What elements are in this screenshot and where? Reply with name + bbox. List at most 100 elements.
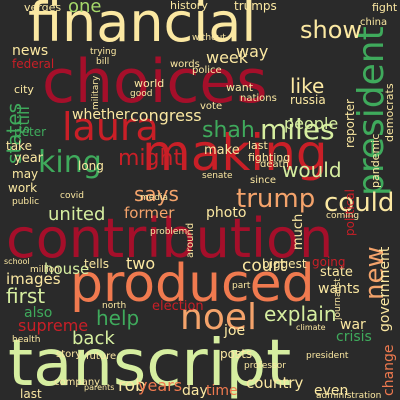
word: administration	[316, 391, 382, 400]
word: says	[134, 182, 179, 206]
word: wants	[318, 281, 360, 297]
word: years	[138, 376, 183, 395]
word: congress	[130, 106, 202, 125]
word: part	[232, 281, 251, 291]
word: good	[130, 89, 153, 99]
word: reporter	[343, 99, 357, 148]
word: images	[6, 270, 61, 288]
word: united	[48, 204, 106, 225]
word: much	[291, 213, 306, 250]
word: tells	[84, 257, 110, 271]
word: president	[306, 351, 349, 361]
word: russia	[290, 93, 326, 107]
word: verges	[24, 1, 62, 14]
word: peter	[14, 125, 47, 139]
word: help	[96, 306, 140, 330]
word: day	[182, 383, 208, 399]
word: china	[360, 17, 388, 28]
word: tanscript	[8, 327, 292, 400]
word: would	[282, 158, 342, 182]
word: miles	[260, 113, 335, 146]
word: since	[250, 175, 276, 186]
word: coming	[326, 211, 360, 221]
word: news	[12, 43, 49, 59]
word: take	[6, 139, 32, 153]
word: people	[284, 114, 339, 133]
word: trumps	[234, 0, 277, 13]
word: state	[320, 265, 353, 280]
word: may	[12, 167, 39, 181]
word: year	[14, 151, 44, 166]
word: city	[14, 83, 34, 96]
word: words	[170, 59, 200, 70]
word: trump	[236, 184, 316, 214]
word: explain	[264, 302, 337, 326]
word: war	[340, 317, 366, 333]
word: back	[72, 328, 115, 349]
word: going	[312, 255, 346, 269]
word: fight	[372, 1, 398, 14]
word: climate	[296, 323, 326, 332]
word: country	[246, 374, 304, 392]
word: making	[142, 124, 328, 182]
word: bill	[96, 57, 110, 67]
word: covid	[60, 191, 84, 201]
word: media	[140, 193, 169, 203]
word: trying	[90, 47, 117, 57]
word: financial	[28, 0, 257, 54]
word: way	[236, 42, 269, 61]
word: future	[86, 351, 117, 362]
word: court	[242, 256, 287, 276]
word: north	[102, 301, 127, 311]
word: supreme	[18, 316, 89, 335]
word: biggest	[262, 257, 307, 271]
word: pandemic	[369, 133, 382, 188]
word: long	[78, 159, 104, 173]
word: story	[56, 349, 82, 360]
word: former	[124, 204, 175, 222]
word: journalist	[333, 278, 343, 320]
word: government	[377, 246, 393, 332]
word: last	[248, 139, 268, 152]
word: parents	[84, 383, 115, 392]
word: last	[20, 387, 42, 400]
word: fighting	[248, 151, 291, 164]
word: photo	[206, 205, 247, 221]
word: vote	[200, 101, 223, 112]
word: nations	[240, 93, 277, 104]
word: time	[206, 383, 238, 399]
word: produced	[70, 254, 315, 314]
word: history	[170, 0, 208, 12]
word: contribution	[6, 207, 334, 270]
word: joe	[224, 323, 246, 339]
word: work	[8, 181, 38, 195]
word: first	[6, 284, 46, 308]
word: without	[192, 33, 226, 43]
word: want	[226, 81, 254, 94]
word: might	[118, 146, 183, 171]
word: democrats	[383, 83, 396, 142]
word: shah	[202, 118, 255, 143]
word: company	[54, 377, 101, 388]
word: one	[68, 0, 102, 17]
word: federal	[12, 57, 55, 71]
word: two	[126, 254, 156, 273]
word: rob	[118, 376, 146, 396]
word: death	[260, 159, 289, 170]
word: show	[300, 16, 363, 44]
word: around	[185, 222, 196, 258]
word: house	[44, 260, 90, 278]
word: professor	[244, 361, 287, 371]
word: king	[38, 145, 102, 180]
word: military	[91, 75, 101, 110]
word: police	[192, 65, 222, 76]
word: noel	[180, 297, 257, 338]
word: school	[4, 257, 30, 266]
word: even	[314, 383, 349, 399]
word: could	[324, 188, 395, 218]
word: whether	[72, 107, 130, 123]
word: million	[30, 265, 60, 275]
word: also	[24, 305, 53, 321]
word: election	[152, 299, 204, 314]
word: problem	[150, 227, 188, 237]
